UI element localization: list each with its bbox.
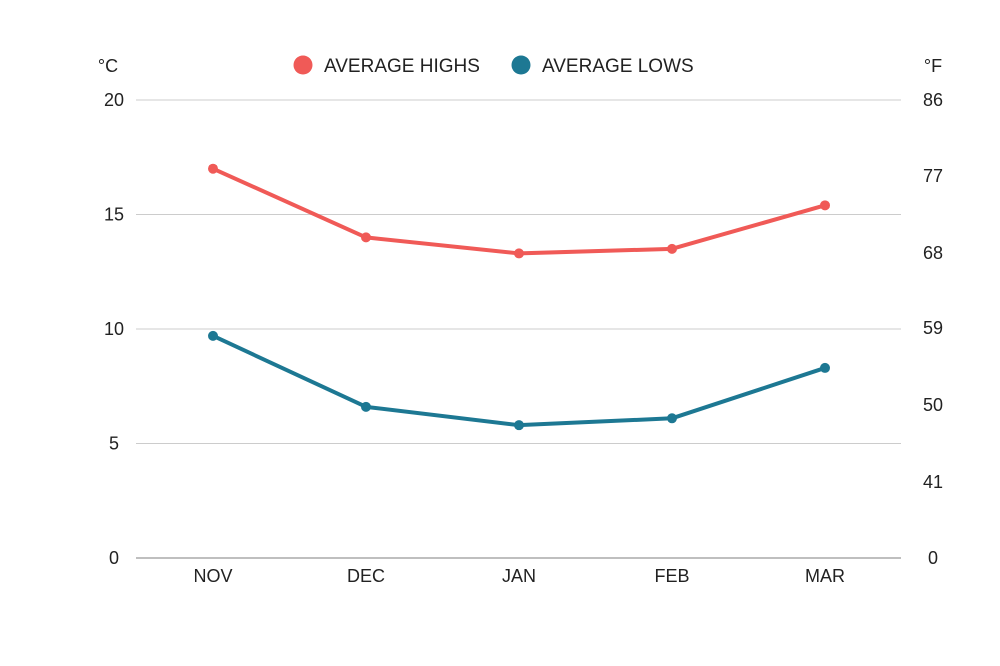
x-tick-label: DEC <box>347 566 385 586</box>
x-tick-label: JAN <box>502 566 536 586</box>
legend-label: AVERAGE LOWS <box>542 56 694 77</box>
data-point <box>667 243 677 254</box>
data-point <box>820 362 830 373</box>
series-line <box>211 333 827 428</box>
x-axis-ticks: NOV DEC JAN FEB MAR <box>193 566 845 586</box>
left-tick-label: 15 <box>104 205 124 225</box>
right-tick-label: 41 <box>923 472 943 492</box>
left-tick-label: 20 <box>104 90 124 110</box>
legend-swatch <box>293 55 313 75</box>
right-tick-label: 0 <box>928 548 938 568</box>
data-point <box>514 248 524 259</box>
legend-label: AVERAGE HIGHS <box>324 56 480 77</box>
data-point <box>514 420 524 431</box>
data-point <box>361 232 371 243</box>
data-point <box>820 200 830 211</box>
data-point <box>667 413 677 424</box>
legend: AVERAGE HIGHS AVERAGE LOWS <box>293 55 694 77</box>
legend-swatch <box>511 55 531 75</box>
series-line <box>211 166 827 256</box>
right-tick-label: 59 <box>923 318 943 338</box>
x-tick-label: MAR <box>805 566 845 586</box>
x-tick-label: NOV <box>193 566 232 586</box>
left-axis-unit: °C <box>98 56 118 76</box>
data-point <box>208 163 218 174</box>
right-axis-unit: °F <box>924 56 942 76</box>
right-tick-label: 77 <box>923 166 943 186</box>
data-point <box>361 401 371 412</box>
right-tick-label: 86 <box>923 90 943 110</box>
right-tick-label: 68 <box>923 243 943 263</box>
right-axis-ticks: 0 41 50 59 68 77 86 <box>923 90 943 568</box>
left-tick-label: 5 <box>109 434 119 454</box>
left-axis-ticks: 0 5 10 15 20 <box>104 90 124 568</box>
left-tick-label: 10 <box>104 319 124 339</box>
left-tick-label: 0 <box>109 548 119 568</box>
gridlines <box>136 99 901 559</box>
x-tick-label: FEB <box>654 566 689 586</box>
right-tick-label: 50 <box>923 395 943 415</box>
series-lines <box>208 163 830 431</box>
data-point <box>208 330 218 341</box>
